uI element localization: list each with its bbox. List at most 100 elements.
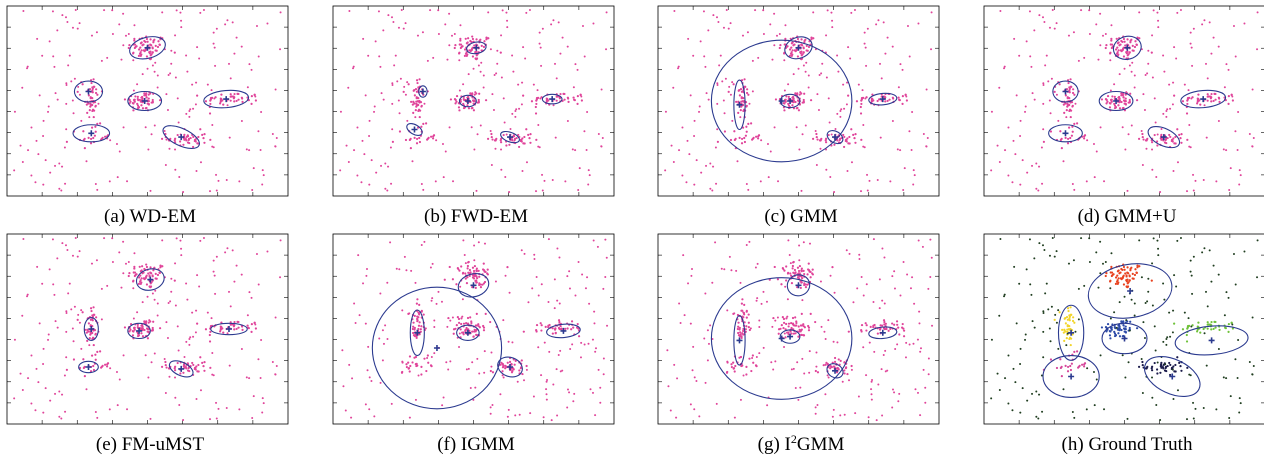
data-point <box>802 323 805 326</box>
noise-point <box>717 21 720 24</box>
noise-point <box>1202 406 1205 409</box>
cluster-ellipse <box>371 286 503 410</box>
noise-point <box>58 187 61 190</box>
data-point <box>1118 329 1121 332</box>
data-point <box>420 325 423 328</box>
noise-point <box>782 268 785 271</box>
noise-point <box>927 373 930 376</box>
data-point <box>473 44 476 47</box>
noise-point <box>477 325 480 328</box>
data-point <box>409 364 412 368</box>
data-point <box>211 96 214 100</box>
data-point <box>455 94 459 98</box>
noise-point <box>479 124 482 127</box>
data-point <box>480 49 483 52</box>
data-point <box>1100 98 1104 101</box>
data-point <box>429 364 433 367</box>
data-point <box>408 355 412 358</box>
data-point <box>1209 95 1212 98</box>
noise-point <box>103 9 106 12</box>
data-point <box>1128 275 1131 278</box>
data-point <box>792 261 795 264</box>
data-point <box>474 286 477 290</box>
noise-point <box>896 343 899 346</box>
noise-point <box>1065 344 1068 347</box>
noise-point <box>465 368 468 371</box>
noise-point <box>853 9 856 12</box>
cluster-ellipse <box>127 90 163 112</box>
noise-point <box>196 46 199 49</box>
noise-point <box>108 180 111 183</box>
noise-point <box>274 373 277 376</box>
data-point <box>804 286 808 289</box>
noise-point <box>397 99 400 102</box>
data-point <box>893 323 896 326</box>
caption-e: (e) FM-uMST <box>96 434 205 455</box>
data-point <box>174 369 177 372</box>
noise-point <box>866 173 869 176</box>
noise-point <box>1155 403 1158 406</box>
noise-point <box>817 109 820 112</box>
data-point <box>487 37 490 40</box>
noise-point <box>1021 159 1024 162</box>
data-point <box>745 91 749 95</box>
noise-point <box>899 63 902 66</box>
data-point <box>1117 104 1120 107</box>
noise-point <box>494 147 497 150</box>
data-point <box>132 279 135 282</box>
noise-point <box>446 325 449 328</box>
cluster-ellipse <box>406 123 423 136</box>
noise-point <box>738 335 741 338</box>
data-point <box>423 357 426 360</box>
data-point <box>1210 328 1213 331</box>
noise-point <box>228 62 231 65</box>
data-point <box>1055 366 1059 370</box>
noise-point <box>495 72 498 75</box>
data-point <box>1122 324 1125 327</box>
noise-point <box>1194 407 1197 410</box>
noise-point <box>583 343 586 346</box>
noise-point <box>1152 9 1155 12</box>
data-point <box>809 312 812 315</box>
noise-point <box>1169 335 1172 338</box>
noise-point <box>34 409 37 412</box>
data-point <box>745 105 748 108</box>
noise-point <box>692 54 695 57</box>
noise-point <box>687 282 690 285</box>
data-point <box>470 40 473 43</box>
noise-point <box>557 354 560 357</box>
cluster-center <box>85 364 92 370</box>
data-point <box>548 323 551 327</box>
noise-point <box>433 326 436 329</box>
noise-point <box>604 238 607 241</box>
noise-point <box>174 376 177 379</box>
noise-point <box>496 62 499 65</box>
noise-point <box>473 328 476 331</box>
cluster-ellipse <box>541 93 563 105</box>
data-point <box>1206 321 1209 324</box>
noise-point <box>348 10 351 13</box>
cluster-center <box>795 44 802 51</box>
data-point <box>504 367 507 370</box>
data-point <box>534 112 538 115</box>
data-point <box>145 320 148 323</box>
data-point <box>1144 139 1148 142</box>
noise-point <box>408 416 411 419</box>
data-point <box>1124 325 1127 328</box>
noise-point <box>537 145 540 148</box>
noise-point <box>122 354 125 357</box>
noise-point <box>591 338 594 341</box>
cluster-center <box>1113 98 1120 104</box>
data-point <box>726 370 729 374</box>
noise-point <box>1095 150 1098 153</box>
data-point <box>833 143 836 146</box>
data-point <box>471 330 474 333</box>
data-point <box>196 322 199 325</box>
noise-point <box>558 256 561 259</box>
cluster-center <box>560 327 567 334</box>
noise-point <box>679 321 682 324</box>
noise-point <box>1192 255 1195 258</box>
noise-point <box>1042 330 1045 333</box>
noise-point <box>828 121 831 124</box>
noise-point <box>61 14 64 17</box>
